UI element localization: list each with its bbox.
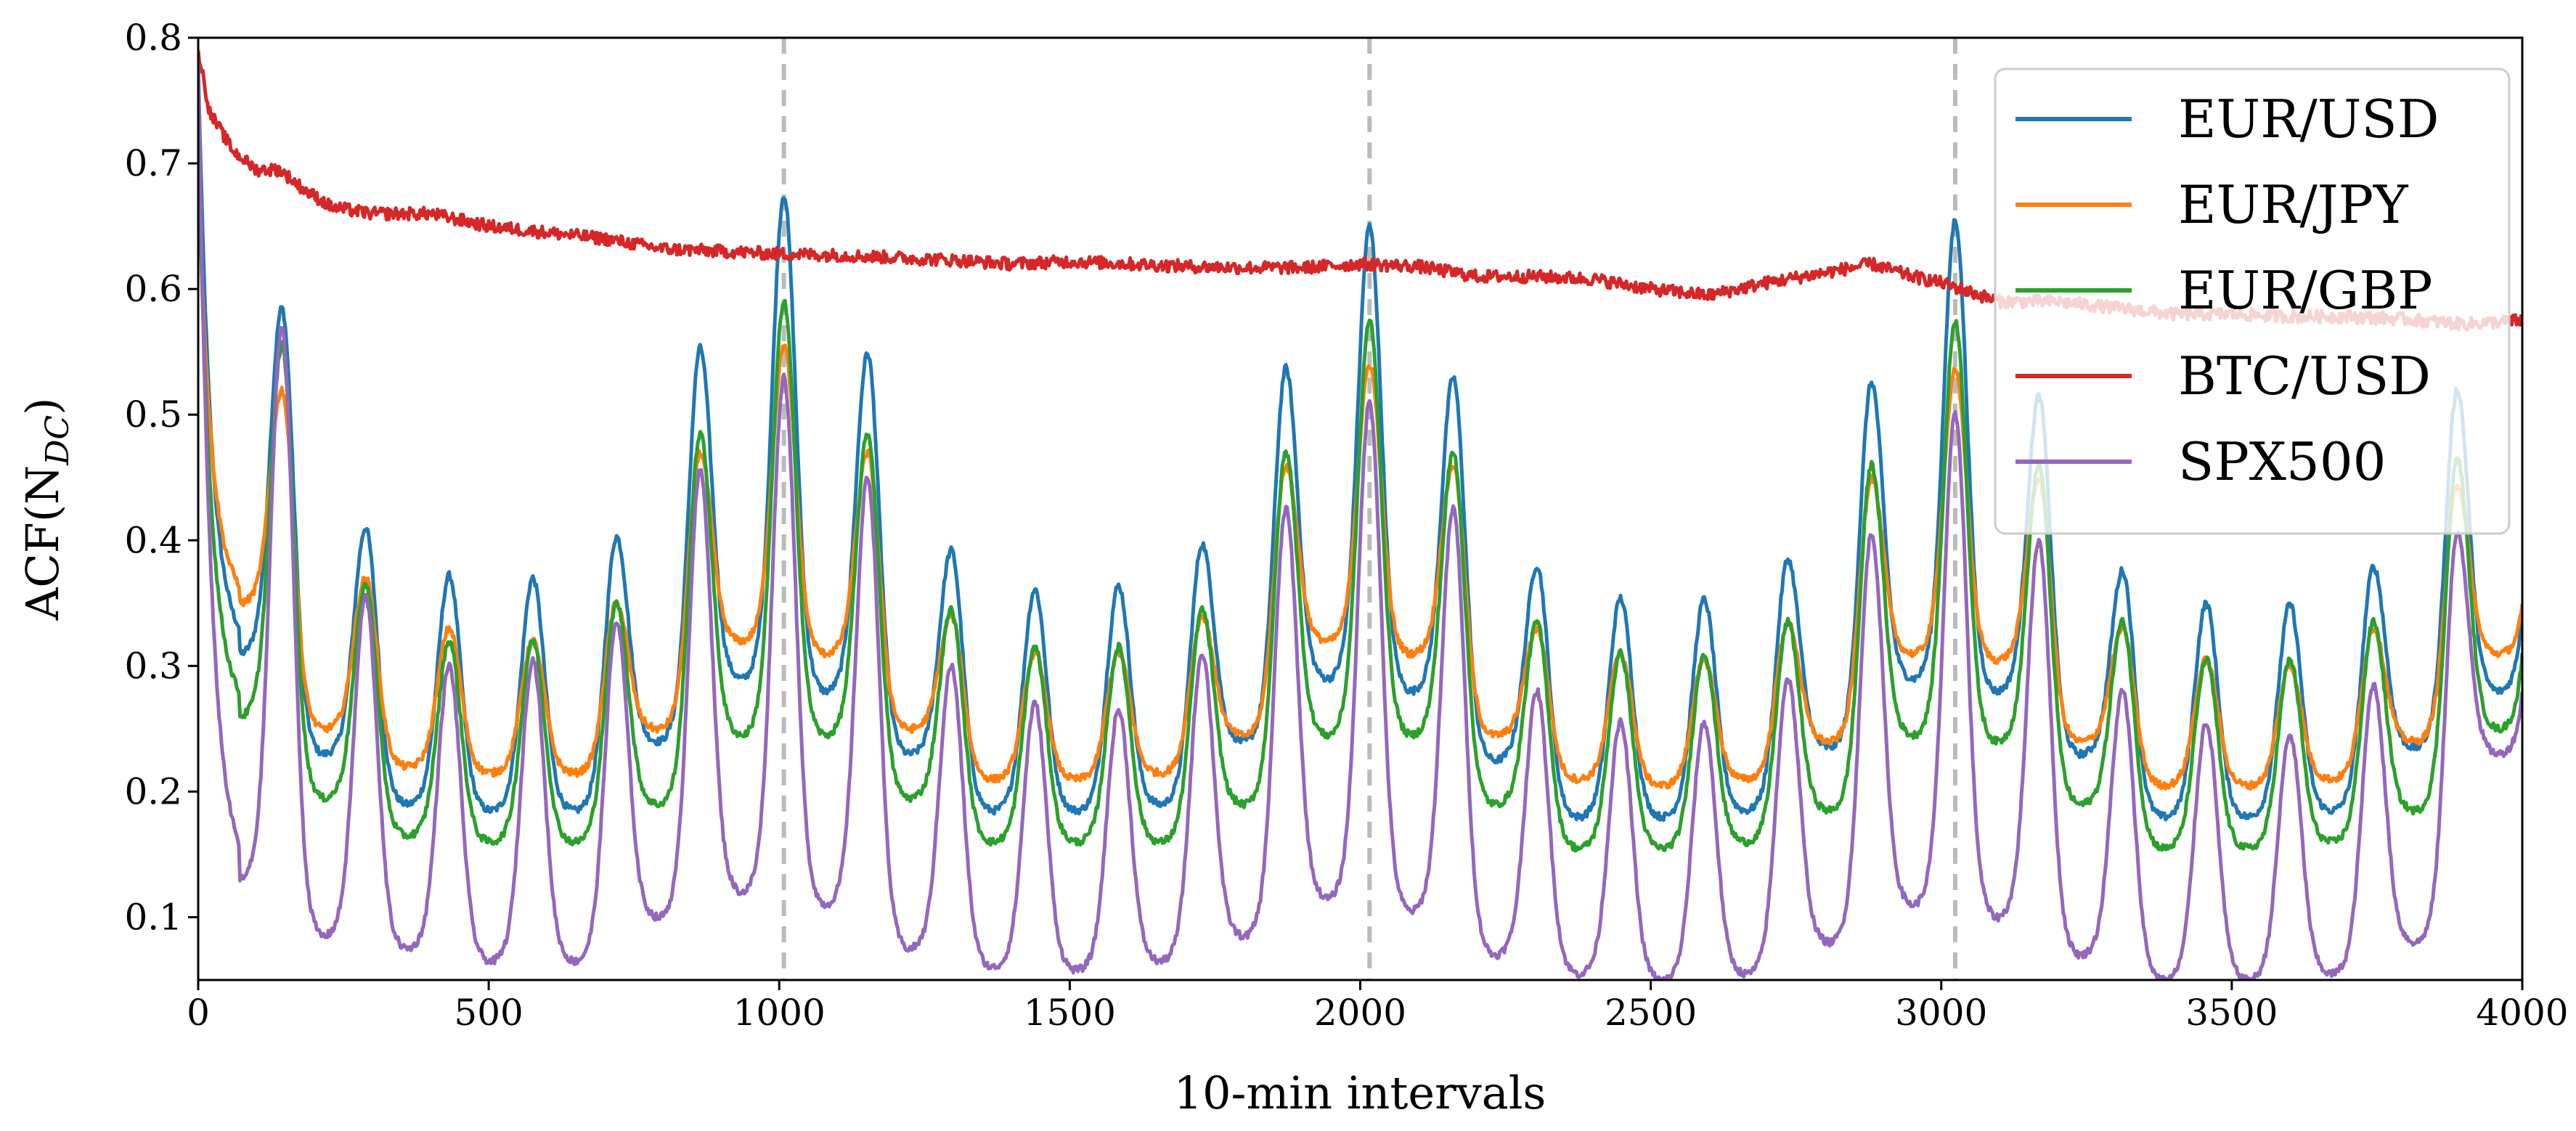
series-line-eur-usd xyxy=(198,61,2522,822)
series-line-eur-gbp xyxy=(198,134,2522,853)
series-line-spx500 xyxy=(198,62,2522,980)
x-tick-label: 1500 xyxy=(1024,992,1116,1034)
legend: EUR/USD EUR/JPY EUR/GBP BTC/USD SPX500 xyxy=(1994,68,2511,535)
y-tick-label: 0.8 xyxy=(124,17,182,59)
y-axis-title-main: ACF(N xyxy=(16,465,69,621)
legend-label-eur-jpy: EUR/JPY xyxy=(2178,174,2409,235)
axes: 0 500 1000 1500 2000 2500 3000 3500 4000 0.1 0.2 0.… xyxy=(124,17,2568,1034)
y-axis-title-suffix: ) xyxy=(16,398,69,415)
x-tick-label: 1000 xyxy=(733,992,826,1034)
x-tick-label: 3000 xyxy=(1895,992,1987,1034)
x-tick-label: 0 xyxy=(187,992,210,1034)
y-tick-label: 0.5 xyxy=(124,393,182,436)
legend-label-spx500: SPX500 xyxy=(2178,431,2386,492)
x-tick-label: 3500 xyxy=(2185,992,2278,1034)
legend-box xyxy=(1994,68,2511,535)
y-tick-label: 0.7 xyxy=(124,142,182,184)
y-tick-label: 0.2 xyxy=(124,770,182,812)
y-tick-label: 0.3 xyxy=(124,645,182,687)
legend-label-btc-usd: BTC/USD xyxy=(2178,346,2431,407)
legend-label-eur-gbp: EUR/GBP xyxy=(2178,260,2433,321)
y-axis-title-subscript: DC xyxy=(39,415,76,466)
y-tick-label: 0.6 xyxy=(124,268,182,310)
x-tick-label: 2000 xyxy=(1314,992,1406,1034)
legend-label-eur-usd: EUR/USD xyxy=(2178,89,2439,150)
y-axis-title: ACF(NDC) xyxy=(16,398,76,621)
x-tick-label: 500 xyxy=(454,992,523,1034)
y-tick-label: 0.4 xyxy=(124,519,182,561)
x-axis-title: 10-min intervals xyxy=(1174,1066,1546,1119)
x-tick-label: 2500 xyxy=(1605,992,1697,1034)
y-tick-label: 0.1 xyxy=(124,896,182,938)
x-tick-label: 4000 xyxy=(2476,992,2568,1034)
